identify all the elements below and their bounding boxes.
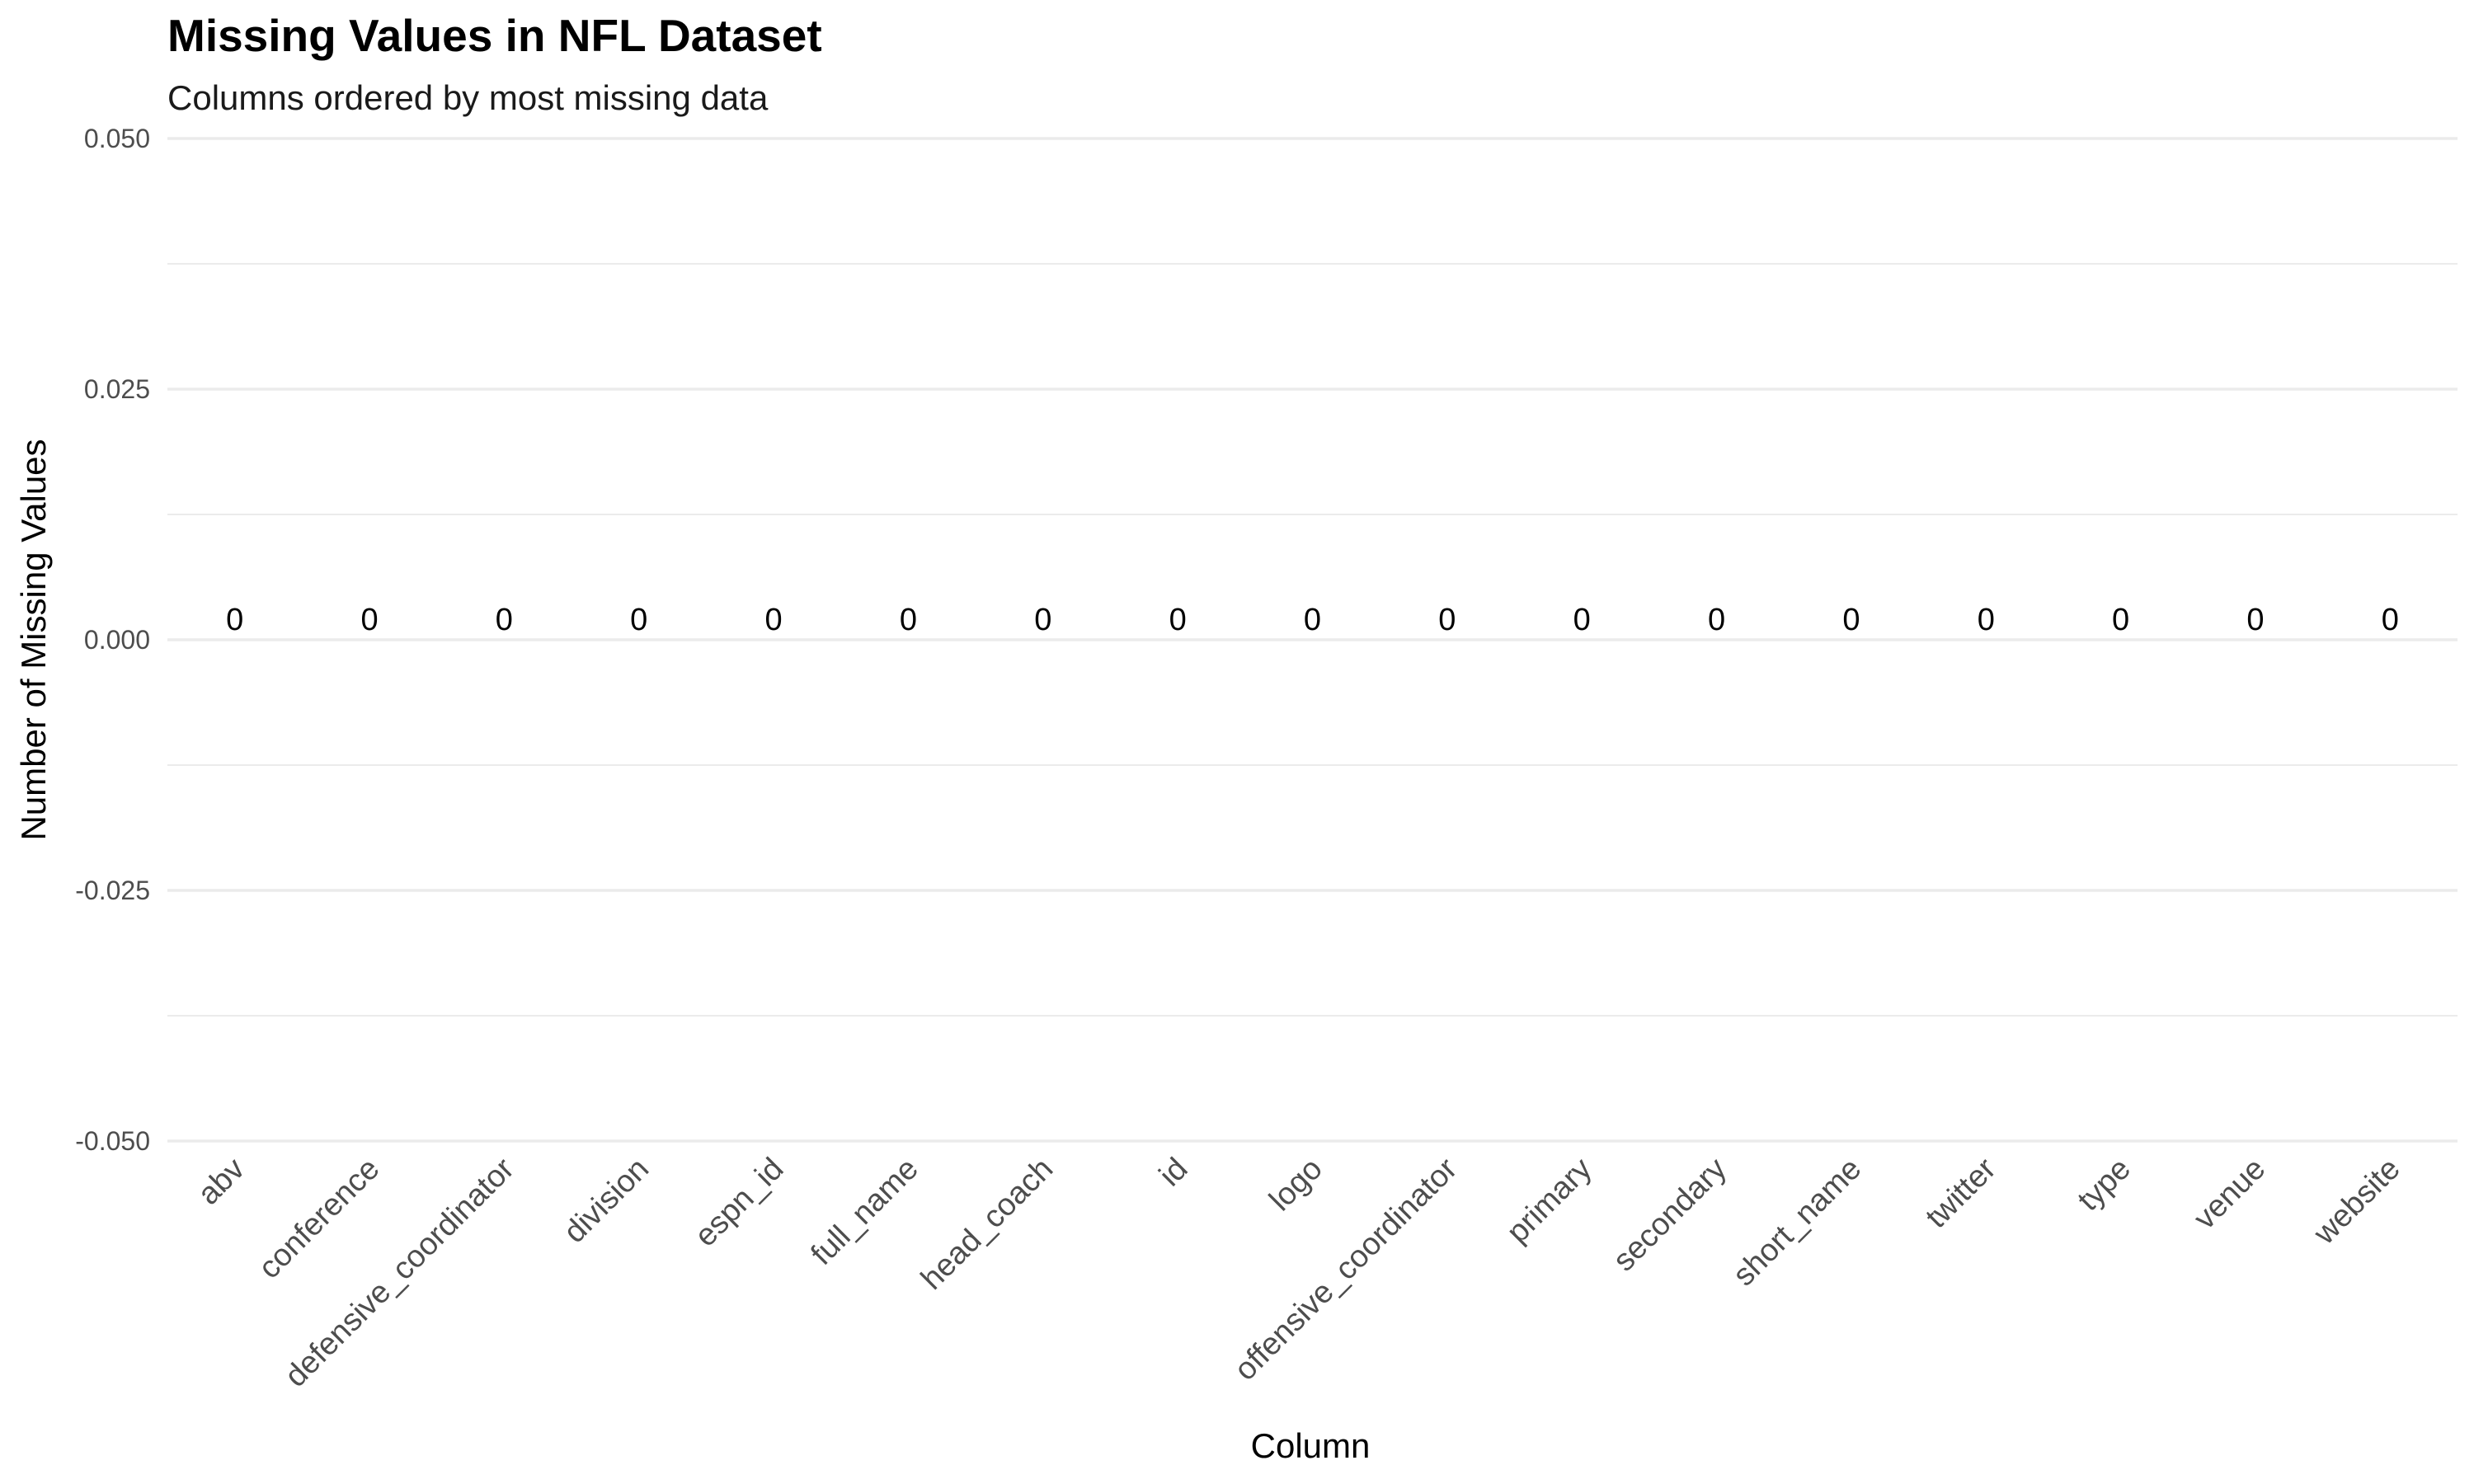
x-tick-label: head_coach <box>915 1152 1060 1297</box>
data-label: 0 <box>226 603 243 637</box>
y-tick-label: -0.025 <box>75 876 150 905</box>
x-tick-label: type <box>2071 1152 2137 1218</box>
y-axis-title: Number of Missing Values <box>14 439 53 840</box>
x-tick-label: short_name <box>1727 1152 1869 1294</box>
y-tick-label: 0.025 <box>84 374 150 404</box>
data-label: 0 <box>2382 603 2399 637</box>
x-tick-label: full_name <box>805 1152 925 1272</box>
data-label: 0 <box>1573 603 1591 637</box>
x-axis-title: Column <box>1251 1426 1371 1465</box>
data-label: 0 <box>1708 603 1725 637</box>
data-label: 0 <box>496 603 513 637</box>
data-label: 0 <box>1438 603 1456 637</box>
data-label: 0 <box>1304 603 1321 637</box>
x-tick-label: division <box>557 1152 656 1250</box>
x-tick-label: conference <box>252 1152 387 1286</box>
gridlines <box>167 137 2458 1143</box>
chart-subtitle: Columns ordered by most missing data <box>167 78 769 117</box>
x-tick-label: twitter <box>1919 1151 2003 1235</box>
y-tick-label: 0.050 <box>84 124 150 153</box>
data-label: 0 <box>1034 603 1051 637</box>
y-axis-ticks: -0.050 -0.025 0.000 0.025 0.050 <box>75 124 150 1156</box>
data-label: 0 <box>630 603 647 637</box>
data-label: 0 <box>1842 603 1860 637</box>
x-tick-label: logo <box>1263 1152 1329 1218</box>
data-label: 0 <box>1169 603 1187 637</box>
data-label: 0 <box>1978 603 1995 637</box>
x-tick-label: venue <box>2187 1152 2272 1237</box>
y-tick-label: -0.050 <box>75 1126 150 1156</box>
chart-title: Missing Values in NFL Dataset <box>167 10 822 61</box>
x-tick-label: espn_id <box>689 1152 791 1254</box>
data-label: 0 <box>765 603 783 637</box>
x-tick-label: abv <box>191 1152 252 1212</box>
x-tick-label: secondary <box>1606 1152 1733 1279</box>
y-tick-label: 0.000 <box>84 625 150 655</box>
data-labels: 0 0 0 0 0 0 0 0 0 0 0 0 0 0 0 0 0 <box>226 603 2399 637</box>
x-tick-label: offensive_coordinator <box>1228 1151 1464 1387</box>
data-label: 0 <box>2112 603 2129 637</box>
x-tick-label: primary <box>1500 1152 1598 1250</box>
x-tick-label: id <box>1153 1152 1195 1194</box>
x-tick-label: website <box>2307 1152 2407 1252</box>
data-label: 0 <box>900 603 917 637</box>
x-tick-label: defensive_coordinator <box>279 1151 521 1393</box>
data-label: 0 <box>2246 603 2264 637</box>
data-label: 0 <box>360 603 378 637</box>
